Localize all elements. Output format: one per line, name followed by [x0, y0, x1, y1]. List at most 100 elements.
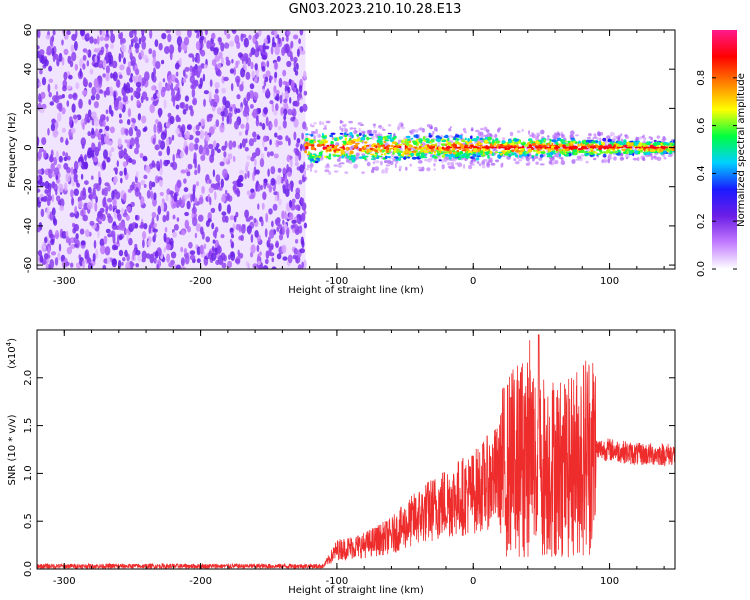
spectrogram-noise-cell: [154, 144, 160, 151]
spectrogram-noise-cell: [63, 182, 68, 192]
spectrogram-halo-cell: [387, 124, 392, 127]
spectrogram-noise-cell: [258, 30, 262, 37]
spectrogram-halo-cell: [371, 169, 375, 174]
spectrogram-noise-cell: [116, 160, 120, 168]
spectrogram-signal-cell: [364, 141, 368, 144]
spectrogram-noise-cell: [41, 243, 47, 253]
spectrogram-noise-cell: [142, 239, 145, 249]
spectrogram-halo-cell: [359, 123, 364, 127]
spectrogram-noise-cell: [174, 96, 180, 102]
spectrogram-signal-cell: [352, 148, 355, 150]
spectrogram-noise-cell: [189, 75, 196, 84]
spectrogram-signal-cell: [456, 149, 459, 153]
spectrogram-noise-cell: [290, 185, 294, 193]
spectrogram-noise-cell: [229, 227, 234, 232]
spectrogram-noise-cell: [99, 207, 105, 214]
spectrogram-noise-cell: [266, 60, 270, 68]
spectrogram-noise-cell: [300, 197, 305, 205]
spectrogram-noise-cell: [299, 248, 306, 254]
spectrogram-noise-cell: [216, 148, 221, 153]
spectrogram-noise-cell: [153, 257, 157, 264]
spectrogram-halo-cell: [385, 164, 390, 167]
spectrogram-noise-cell: [49, 259, 55, 269]
spectrogram-signal-cell: [428, 134, 433, 138]
spectrogram-noise-cell: [63, 71, 68, 81]
spectrogram-noise-cell: [65, 137, 69, 146]
spectrogram-noise-cell: [185, 103, 189, 112]
spectrogram-halo-cell: [306, 164, 311, 169]
spectrogram-noise-cell: [73, 40, 78, 51]
spectrogram-noise-cell: [93, 63, 99, 68]
spectrogram-noise-cell: [160, 202, 165, 212]
spectrogram-noise-cell: [298, 84, 303, 94]
spectrogram-noise-cell: [119, 74, 123, 79]
spectrogram-noise-cell: [124, 139, 128, 144]
spectrogram-signal-cell: [384, 155, 388, 160]
spectrogram-halo-cell: [609, 131, 615, 137]
spectrogram-signal-cell: [309, 155, 315, 159]
y-tick-label: 1.5: [23, 418, 34, 434]
spectrogram-signal-cell: [430, 148, 435, 152]
spectrogram-noise-cell: [223, 76, 229, 82]
spectrogram-signal-cell: [452, 150, 456, 152]
spectrogram-noise-cell: [175, 114, 180, 123]
spectrogram-signal-cell: [314, 148, 317, 151]
spectrogram-signal-cell: [579, 149, 585, 154]
spectrogram-noise-cell: [140, 179, 146, 186]
spectrogram-noise-cell: [221, 211, 227, 216]
spectrogram-signal-cell: [665, 143, 671, 146]
spectrogram-halo-cell: [576, 155, 582, 159]
spectrogram-signal-cell: [414, 146, 418, 149]
spectrogram-signal-cell: [509, 145, 514, 147]
spectrogram-noise-cell: [298, 179, 303, 185]
spectrogram-noise-cell: [115, 209, 121, 214]
spectrogram-noise-cell: [276, 55, 281, 62]
spectrogram-noise-cell: [69, 237, 75, 244]
spectrogram-signal-cell: [395, 159, 398, 161]
spectrogram-noise-cell: [273, 85, 277, 93]
y-tick-label: 60: [23, 24, 34, 37]
spectrogram-noise-cell: [172, 153, 175, 163]
spectrogram-halo-cell: [656, 135, 660, 139]
spectrogram-halo-cell: [494, 133, 497, 139]
spectrogram-noise-cell: [167, 33, 172, 43]
spectrogram-signal-cell: [376, 139, 381, 143]
spectrogram-noise-cell: [290, 40, 294, 49]
spectrogram-noise-cell: [213, 47, 219, 56]
colorbar-gradient: [712, 30, 737, 269]
spectrogram-halo-cell: [437, 141, 442, 145]
spectrogram-signal-cell: [461, 139, 466, 143]
spectrogram-halo-cell: [328, 171, 332, 175]
spectrogram-noise-cell: [135, 81, 142, 88]
spectrogram-signal-cell: [386, 146, 390, 151]
spectrogram-signal-cell: [326, 144, 330, 147]
spectrogram-signal-cell: [374, 153, 377, 158]
spectrogram-noise-cell: [118, 234, 123, 241]
spectrogram-signal-cell: [482, 147, 486, 152]
spectrogram-noise-cell: [303, 259, 307, 269]
spectrogram-signal-cell: [550, 155, 553, 158]
spectrogram-noise-cell: [205, 147, 210, 156]
spectrogram-noise-cell: [167, 74, 172, 84]
spectrogram-signal-cell: [558, 143, 562, 148]
spectrogram-noise-cell: [155, 250, 159, 259]
spectrogram-signal-cell: [535, 153, 539, 157]
spectrogram-noise-cell: [236, 187, 240, 198]
spectrogram-signal-cell: [355, 142, 360, 145]
spectrogram-noise-cell: [91, 127, 95, 136]
spectrogram-halo-cell: [480, 127, 484, 131]
spectrogram-noise-cell: [188, 105, 193, 111]
spectrogram-signal-cell: [383, 140, 387, 144]
spectrogram-halo-cell: [501, 137, 506, 141]
spectrogram-signal-cell: [484, 139, 488, 143]
spectrogram-signal-cell: [565, 148, 568, 152]
spectrogram-signal-cell: [524, 144, 529, 147]
spectrogram-noise-cell: [278, 233, 284, 241]
spectrogram-noise-cell: [196, 258, 201, 264]
spectrogram-noise-cell: [123, 84, 128, 91]
spectrogram-noise-cell: [158, 179, 163, 187]
spectrogram-noise-cell: [145, 96, 149, 102]
spectrogram-noise-cell: [125, 228, 130, 235]
spectrogram-noise-cell: [92, 253, 96, 262]
spectrogram-noise-cell: [173, 193, 178, 202]
